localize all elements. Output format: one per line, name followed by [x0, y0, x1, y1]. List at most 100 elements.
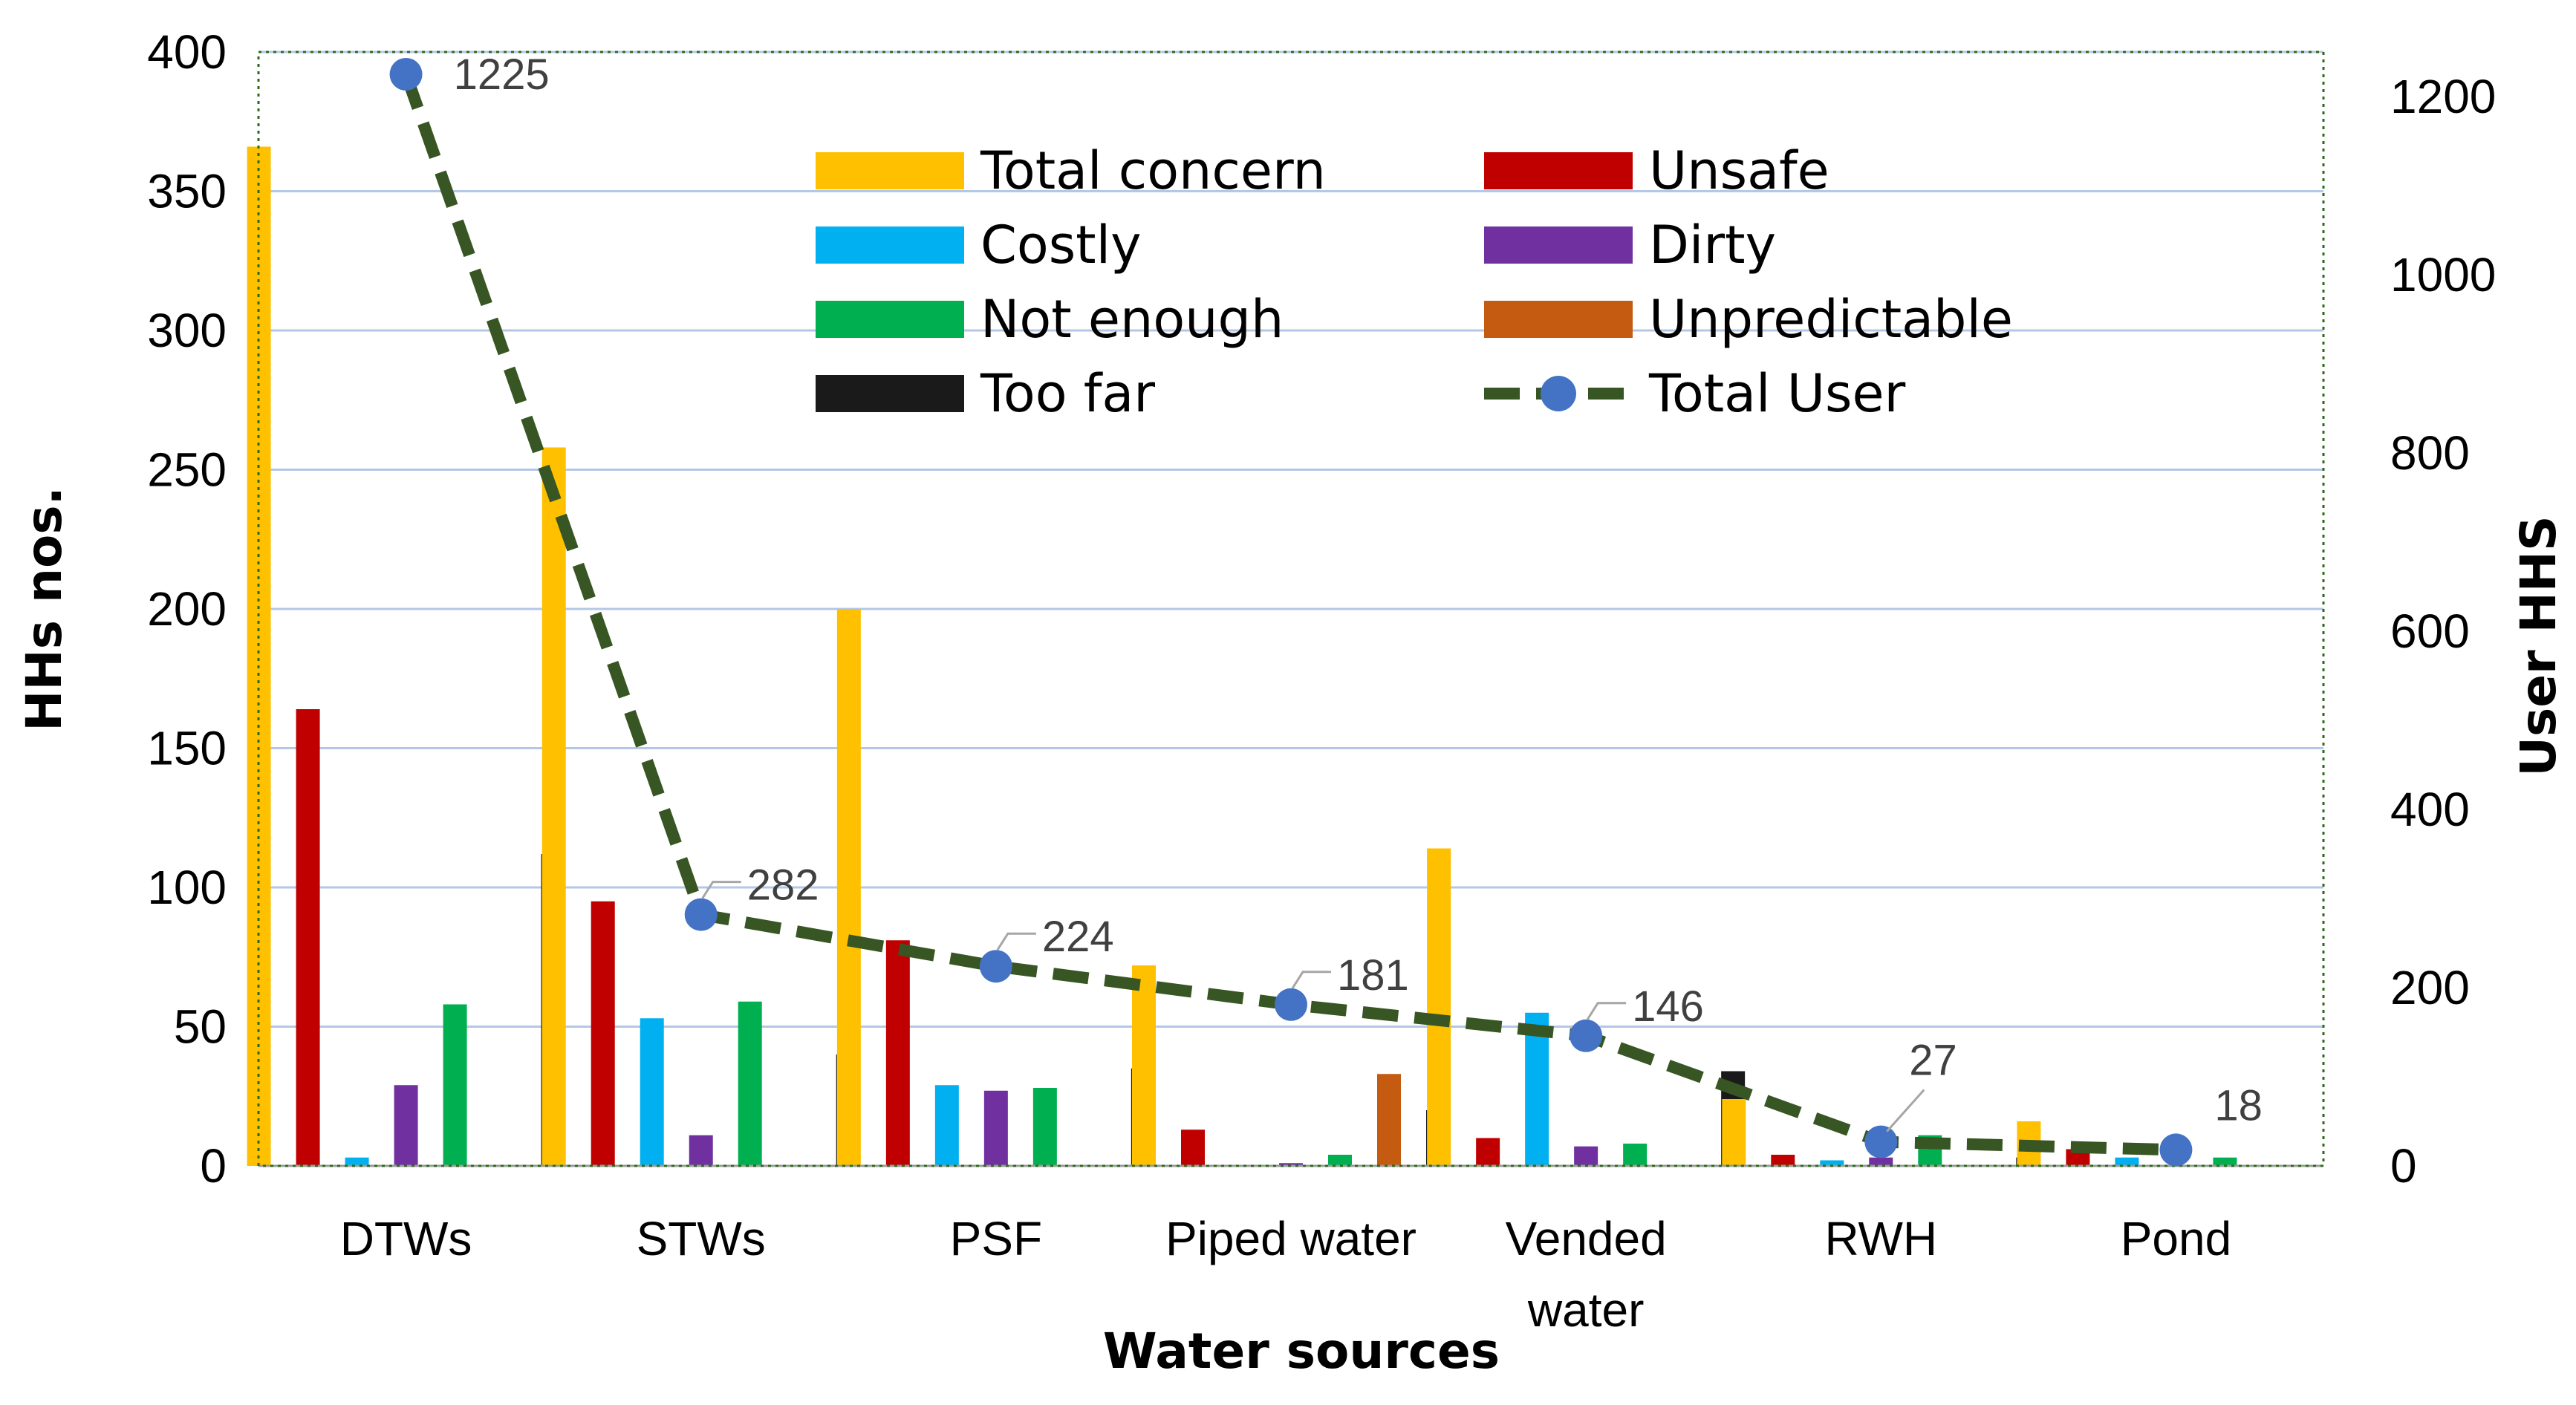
y2-tick-label: 600	[2390, 604, 2470, 658]
y-tick-label: 350	[147, 165, 227, 218]
bar-not-enough-stws	[738, 1001, 762, 1166]
legend-swatch-total-concern	[816, 152, 964, 189]
bar-costly-dtws	[345, 1157, 369, 1166]
y-tick-label: 150	[147, 722, 227, 775]
bar-total-concern-rwh	[1722, 1099, 1746, 1166]
x-tick-label-vended-water: Vended water	[1506, 1212, 1667, 1337]
total-user-label-dtws: 1225	[454, 50, 550, 99]
legend-label-total-concern: Total concern	[980, 140, 1326, 201]
x-tick-label-psf: PSF	[950, 1212, 1042, 1265]
legend-swatch-costly	[816, 226, 964, 264]
total-user-label-stws: 282	[747, 861, 819, 910]
total-user-line	[389, 58, 2193, 1167]
bar-dirty-rwh	[1869, 1157, 1893, 1166]
total-user-label-pond: 18	[2214, 1081, 2263, 1129]
y-axis-title: HHs nos.	[16, 486, 73, 731]
y-tick-label: 400	[147, 25, 227, 79]
legend-label-unsafe: Unsafe	[1649, 140, 1829, 201]
legend-swatch-unpredictable	[1484, 301, 1633, 338]
bar-costly-pond	[2115, 1157, 2139, 1166]
y-tick-label: 300	[147, 304, 227, 357]
bar-dirty-stws	[689, 1135, 713, 1166]
total-user-label-psf: 224	[1042, 913, 1114, 961]
legend-label-costly: Costly	[980, 215, 1142, 276]
bar-total-concern-psf	[836, 609, 861, 1166]
legend-label-dirty: Dirty	[1649, 215, 1776, 276]
bar-total-concern-stws	[541, 447, 566, 1166]
legend-label-too-far: Too far	[980, 363, 1155, 424]
gridlines	[258, 50, 2323, 1028]
bar-costly-psf	[934, 1085, 959, 1166]
bar-unsafe-piped-water	[1181, 1129, 1205, 1166]
total-user-point-psf	[979, 950, 1012, 983]
bar-not-enough-piped-water	[1328, 1155, 1352, 1166]
line-data-labels: 1225 282 224 181 146 27 18	[454, 50, 2263, 1132]
x-tick-label-rwh: RWH	[1824, 1212, 1937, 1265]
y-tick-label: 250	[147, 443, 227, 497]
y-tick-label: 200	[147, 582, 227, 636]
legend-label-not-enough: Not enough	[980, 289, 1284, 350]
bar-unsafe-stws	[591, 901, 615, 1166]
bar-unsafe-pond	[2066, 1149, 2090, 1166]
bar-series	[247, 146, 2237, 1166]
total-user-label-piped-water: 181	[1337, 951, 1409, 1000]
total-user-label-vended-water: 146	[1632, 982, 1704, 1031]
total-user-label-rwh: 27	[1909, 1037, 1957, 1085]
y2-tick-label: 200	[2390, 961, 2470, 1014]
total-user-point-stws	[684, 898, 718, 931]
x-axis-ticks: DTWs STWs PSF Piped water Vended water RWH Pond	[340, 1212, 2231, 1337]
bar-costly-rwh	[1820, 1160, 1844, 1166]
bar-dirty-piped-water	[1279, 1163, 1303, 1166]
bar-unsafe-psf	[885, 940, 910, 1166]
y2-tick-label: 1000	[2390, 248, 2496, 301]
x-tick-label-stws: STWs	[637, 1212, 766, 1265]
bar-unsafe-dtws	[296, 709, 320, 1166]
x-tick-label-dtws: DTWs	[340, 1212, 472, 1265]
y-axis-ticks: 0 50 100 150 200 250 300 350 400	[147, 25, 227, 1193]
y-tick-label: 50	[174, 1000, 227, 1054]
total-user-point-dtws	[389, 58, 423, 91]
bar-unpredictable-piped-water	[1377, 1074, 1401, 1166]
legend-swatch-too-far	[816, 375, 964, 412]
y-tick-label: 100	[147, 861, 227, 914]
y2-axis-title: User HHS	[2510, 515, 2567, 776]
total-user-label-leader	[996, 932, 1036, 951]
bar-unsafe-rwh	[1771, 1155, 1795, 1166]
total-user-point-piped-water	[1275, 988, 1307, 1021]
bar-not-enough-vended-water	[1623, 1144, 1648, 1166]
bar-dirty-psf	[983, 1090, 1008, 1166]
bar-dirty-vended-water	[1574, 1146, 1598, 1166]
x-tick-label-pond: Pond	[2121, 1212, 2231, 1265]
bar-not-enough-psf	[1032, 1088, 1057, 1166]
legend: Total concern Unsafe Costly Dirty Not en…	[816, 140, 2013, 424]
bar-unsafe-vended-water	[1476, 1138, 1500, 1166]
y-tick-label: 0	[200, 1139, 227, 1193]
y2-tick-label: 0	[2390, 1139, 2417, 1193]
bar-total-concern-dtws	[247, 146, 271, 1166]
y2-tick-label: 1200	[2390, 70, 2496, 123]
bar-costly-vended-water	[1525, 1012, 1549, 1166]
total-user-point-rwh	[1864, 1125, 1898, 1158]
bar-dirty-dtws	[394, 1085, 418, 1166]
total-user-label-leader	[1291, 971, 1331, 989]
y2-axis-ticks: 0 200 400 600 800 1000 1200	[2390, 70, 2496, 1193]
legend-swatch-total-user-marker	[1541, 376, 1576, 411]
y2-tick-label: 800	[2390, 426, 2470, 480]
bar-not-enough-dtws	[443, 1004, 467, 1166]
legend-swatch-dirty	[1484, 226, 1633, 264]
total-user-point-pond	[2159, 1133, 2193, 1167]
legend-label-total-user: Total User	[1648, 363, 1906, 424]
bar-total-concern-piped-water	[1132, 965, 1156, 1166]
total-user-label-leader	[701, 881, 741, 899]
bar-not-enough-pond	[2213, 1157, 2237, 1166]
total-user-label-leader	[1586, 1002, 1627, 1020]
bar-costly-stws	[640, 1018, 664, 1166]
x-axis-title: Water sources	[1103, 1323, 1500, 1380]
legend-label-unpredictable: Unpredictable	[1649, 289, 2013, 350]
legend-swatch-not-enough	[816, 301, 964, 338]
legend-swatch-unsafe	[1484, 152, 1633, 189]
y2-tick-label: 400	[2390, 783, 2470, 836]
bar-total-concern-vended-water	[1427, 848, 1451, 1166]
